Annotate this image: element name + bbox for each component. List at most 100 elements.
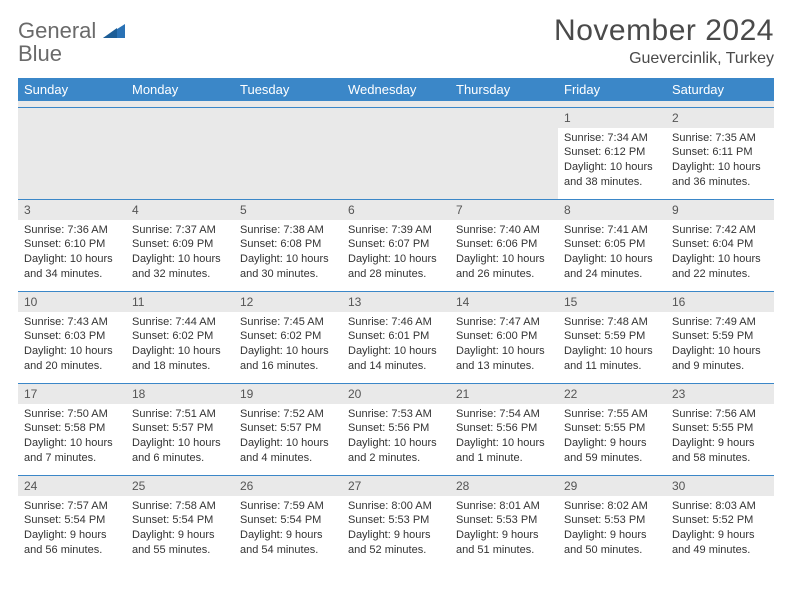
weekday-header: Wednesday (342, 78, 450, 101)
daylight-text: Daylight: 10 hours and 20 minutes. (24, 344, 120, 374)
daylight-text: Daylight: 9 hours and 51 minutes. (456, 528, 552, 558)
weekday-header: Friday (558, 78, 666, 101)
sunset-text: Sunset: 5:54 PM (24, 513, 120, 528)
sunset-text: Sunset: 5:56 PM (348, 421, 444, 436)
sunrise-text: Sunrise: 7:50 AM (24, 407, 120, 422)
sunset-text: Sunset: 6:12 PM (564, 145, 660, 160)
day-number: 8 (558, 200, 666, 220)
day-details: Sunrise: 7:34 AMSunset: 6:12 PMDaylight:… (558, 128, 666, 194)
daylight-text: Daylight: 10 hours and 32 minutes. (132, 252, 228, 282)
calendar-week: 24Sunrise: 7:57 AMSunset: 5:54 PMDayligh… (18, 475, 774, 567)
calendar-page: General Blue November 2024 Guevercinlik,… (0, 0, 792, 567)
sunset-text: Sunset: 6:08 PM (240, 237, 336, 252)
day-number: 9 (666, 200, 774, 220)
day-number: 24 (18, 476, 126, 496)
day-number: 30 (666, 476, 774, 496)
sunrise-text: Sunrise: 7:52 AM (240, 407, 336, 422)
day-details: Sunrise: 7:54 AMSunset: 5:56 PMDaylight:… (450, 404, 558, 470)
calendar-cell: 16Sunrise: 7:49 AMSunset: 5:59 PMDayligh… (666, 291, 774, 383)
day-details: Sunrise: 7:35 AMSunset: 6:11 PMDaylight:… (666, 128, 774, 194)
sunrise-text: Sunrise: 8:02 AM (564, 499, 660, 514)
sunrise-text: Sunrise: 7:44 AM (132, 315, 228, 330)
day-details: Sunrise: 7:50 AMSunset: 5:58 PMDaylight:… (18, 404, 126, 470)
day-number: 2 (666, 108, 774, 128)
daylight-text: Daylight: 10 hours and 22 minutes. (672, 252, 768, 282)
sunrise-text: Sunrise: 7:54 AM (456, 407, 552, 422)
daylight-text: Daylight: 10 hours and 18 minutes. (132, 344, 228, 374)
location-label: Guevercinlik, Turkey (554, 50, 774, 68)
daylight-text: Daylight: 9 hours and 58 minutes. (672, 436, 768, 466)
calendar-cell: 17Sunrise: 7:50 AMSunset: 5:58 PMDayligh… (18, 383, 126, 475)
calendar-cell: 26Sunrise: 7:59 AMSunset: 5:54 PMDayligh… (234, 475, 342, 567)
calendar-cell (234, 107, 342, 199)
day-details: Sunrise: 7:42 AMSunset: 6:04 PMDaylight:… (666, 220, 774, 286)
day-details: Sunrise: 7:37 AMSunset: 6:09 PMDaylight:… (126, 220, 234, 286)
brand-text: General Blue (18, 20, 125, 66)
daylight-text: Daylight: 10 hours and 24 minutes. (564, 252, 660, 282)
daylight-text: Daylight: 10 hours and 11 minutes. (564, 344, 660, 374)
sunrise-text: Sunrise: 7:47 AM (456, 315, 552, 330)
brand-triangle-icon (103, 22, 125, 43)
calendar-table: SundayMondayTuesdayWednesdayThursdayFrid… (18, 78, 774, 567)
day-number: 11 (126, 292, 234, 312)
calendar-cell: 22Sunrise: 7:55 AMSunset: 5:55 PMDayligh… (558, 383, 666, 475)
daylight-text: Daylight: 9 hours and 59 minutes. (564, 436, 660, 466)
calendar-cell (18, 107, 126, 199)
calendar-week: 3Sunrise: 7:36 AMSunset: 6:10 PMDaylight… (18, 199, 774, 291)
calendar-cell: 15Sunrise: 7:48 AMSunset: 5:59 PMDayligh… (558, 291, 666, 383)
day-details: Sunrise: 7:55 AMSunset: 5:55 PMDaylight:… (558, 404, 666, 470)
page-title: November 2024 (554, 14, 774, 48)
calendar-cell: 14Sunrise: 7:47 AMSunset: 6:00 PMDayligh… (450, 291, 558, 383)
daylight-text: Daylight: 9 hours and 55 minutes. (132, 528, 228, 558)
sunset-text: Sunset: 5:53 PM (456, 513, 552, 528)
daylight-text: Daylight: 10 hours and 34 minutes. (24, 252, 120, 282)
day-number: 23 (666, 384, 774, 404)
sunrise-text: Sunrise: 7:36 AM (24, 223, 120, 238)
sunset-text: Sunset: 6:07 PM (348, 237, 444, 252)
sunrise-text: Sunrise: 7:42 AM (672, 223, 768, 238)
day-number: 21 (450, 384, 558, 404)
calendar-cell: 25Sunrise: 7:58 AMSunset: 5:54 PMDayligh… (126, 475, 234, 567)
title-block: November 2024 Guevercinlik, Turkey (554, 14, 774, 68)
sunset-text: Sunset: 6:09 PM (132, 237, 228, 252)
calendar-cell: 3Sunrise: 7:36 AMSunset: 6:10 PMDaylight… (18, 199, 126, 291)
day-details: Sunrise: 7:48 AMSunset: 5:59 PMDaylight:… (558, 312, 666, 378)
day-details: Sunrise: 7:43 AMSunset: 6:03 PMDaylight:… (18, 312, 126, 378)
sunset-text: Sunset: 6:00 PM (456, 329, 552, 344)
calendar-cell: 28Sunrise: 8:01 AMSunset: 5:53 PMDayligh… (450, 475, 558, 567)
sunrise-text: Sunrise: 7:45 AM (240, 315, 336, 330)
weekday-header: Sunday (18, 78, 126, 101)
calendar-cell: 24Sunrise: 7:57 AMSunset: 5:54 PMDayligh… (18, 475, 126, 567)
day-details: Sunrise: 7:45 AMSunset: 6:02 PMDaylight:… (234, 312, 342, 378)
calendar-cell: 5Sunrise: 7:38 AMSunset: 6:08 PMDaylight… (234, 199, 342, 291)
sunrise-text: Sunrise: 7:57 AM (24, 499, 120, 514)
sunset-text: Sunset: 5:54 PM (132, 513, 228, 528)
sunset-text: Sunset: 5:53 PM (564, 513, 660, 528)
sunrise-text: Sunrise: 8:01 AM (456, 499, 552, 514)
calendar-week: 10Sunrise: 7:43 AMSunset: 6:03 PMDayligh… (18, 291, 774, 383)
day-number: 20 (342, 384, 450, 404)
calendar-cell (126, 107, 234, 199)
sunset-text: Sunset: 5:58 PM (24, 421, 120, 436)
sunset-text: Sunset: 6:03 PM (24, 329, 120, 344)
day-details: Sunrise: 7:36 AMSunset: 6:10 PMDaylight:… (18, 220, 126, 286)
day-details: Sunrise: 8:02 AMSunset: 5:53 PMDaylight:… (558, 496, 666, 562)
sunrise-text: Sunrise: 7:37 AM (132, 223, 228, 238)
sunset-text: Sunset: 5:56 PM (456, 421, 552, 436)
weekday-header: Tuesday (234, 78, 342, 101)
day-number: 17 (18, 384, 126, 404)
daylight-text: Daylight: 10 hours and 9 minutes. (672, 344, 768, 374)
calendar-cell: 8Sunrise: 7:41 AMSunset: 6:05 PMDaylight… (558, 199, 666, 291)
day-details: Sunrise: 7:53 AMSunset: 5:56 PMDaylight:… (342, 404, 450, 470)
sunrise-text: Sunrise: 7:46 AM (348, 315, 444, 330)
brand-line2: Blue (18, 41, 62, 66)
sunset-text: Sunset: 6:11 PM (672, 145, 768, 160)
day-details: Sunrise: 8:03 AMSunset: 5:52 PMDaylight:… (666, 496, 774, 562)
sunrise-text: Sunrise: 7:38 AM (240, 223, 336, 238)
sunset-text: Sunset: 6:01 PM (348, 329, 444, 344)
day-details: Sunrise: 8:01 AMSunset: 5:53 PMDaylight:… (450, 496, 558, 562)
calendar-cell: 6Sunrise: 7:39 AMSunset: 6:07 PMDaylight… (342, 199, 450, 291)
sunrise-text: Sunrise: 7:51 AM (132, 407, 228, 422)
calendar-cell: 27Sunrise: 8:00 AMSunset: 5:53 PMDayligh… (342, 475, 450, 567)
sunset-text: Sunset: 6:04 PM (672, 237, 768, 252)
